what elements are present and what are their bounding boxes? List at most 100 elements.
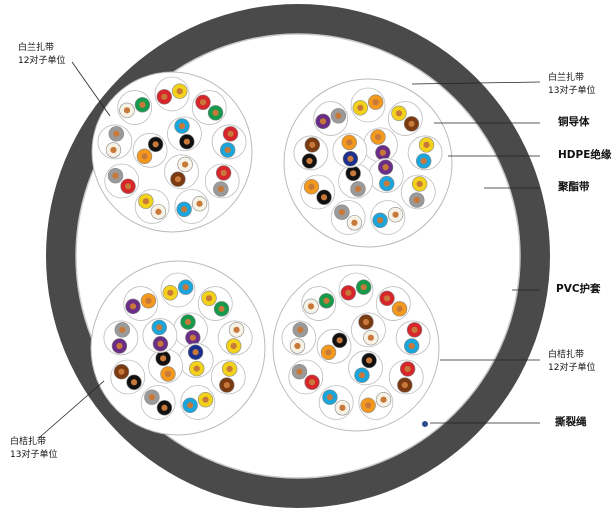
twisted-pair — [110, 359, 146, 395]
twisted-pair — [281, 320, 317, 356]
copper-conductor — [396, 305, 403, 312]
copper-conductor — [401, 381, 408, 389]
twisted-pair — [407, 135, 443, 171]
twisted-pair — [350, 87, 386, 123]
copper-conductor — [167, 289, 174, 296]
copper-conductor — [392, 211, 399, 218]
twisted-pair — [174, 189, 210, 224]
label-br-unit: 12对子单位 — [548, 363, 596, 373]
twisted-pair — [132, 132, 168, 168]
pair-outline — [132, 132, 168, 168]
copper-conductor — [306, 157, 313, 165]
copper-conductor — [382, 164, 389, 171]
copper-conductor — [118, 368, 125, 375]
label-tr-unit: 13对子单位 — [548, 86, 596, 96]
copper-conductor — [145, 297, 152, 304]
copper-conductor — [354, 185, 362, 193]
bundle-top-left — [91, 71, 253, 233]
copper-conductor — [377, 217, 384, 224]
label-tr-name: 白兰扎带 — [548, 73, 585, 83]
copper-conductor — [326, 394, 333, 401]
twisted-pair — [387, 101, 423, 136]
copper-conductor — [152, 141, 159, 148]
twisted-pair — [313, 101, 349, 136]
copper-conductor — [142, 198, 149, 205]
twisted-pair — [191, 90, 227, 125]
copper-conductor — [220, 169, 227, 177]
twisted-pair — [301, 286, 337, 321]
copper-conductor — [297, 326, 304, 333]
copper-conductor — [350, 170, 357, 177]
pair-outline — [375, 286, 411, 321]
copper-conductor — [379, 149, 386, 156]
copper-conductor — [227, 130, 234, 137]
copper-conductor — [383, 180, 390, 187]
twisted-pair — [400, 174, 436, 210]
label-copper: 铜导体 — [558, 116, 590, 128]
twisted-pair — [117, 90, 153, 125]
copper-conductor — [404, 365, 411, 373]
copper-conductor — [233, 326, 240, 333]
copper-conductor — [358, 372, 366, 379]
copper-conductor — [362, 318, 370, 326]
pair-outline — [318, 385, 354, 420]
leader-tr — [411, 81, 541, 85]
twisted-pair — [338, 272, 374, 308]
copper-conductor — [129, 303, 137, 310]
label-pvc: PVC护套 — [556, 283, 601, 295]
copper-conductor — [218, 305, 225, 312]
twisted-pair — [300, 174, 336, 210]
copper-conductor — [416, 180, 423, 188]
copper-conductor — [395, 110, 403, 117]
copper-conductor — [296, 368, 303, 375]
copper-conductor — [202, 396, 209, 403]
copper-conductor — [408, 120, 415, 127]
twisted-pair — [332, 133, 368, 168]
pair-outline — [387, 101, 423, 136]
copper-conductor — [223, 381, 230, 389]
twisted-pair — [197, 286, 233, 321]
copper-conductor — [205, 295, 213, 302]
copper-conductor — [224, 146, 231, 154]
twisted-pair — [293, 135, 329, 171]
copper-conductor — [181, 206, 188, 213]
copper-conductor — [160, 355, 167, 362]
label-br-name: 白桔扎带 — [548, 350, 585, 360]
copper-conductor — [156, 324, 163, 331]
twisted-pair — [164, 154, 199, 190]
pair-outline — [332, 133, 368, 168]
copper-conductor — [130, 379, 138, 386]
twisted-pair — [123, 286, 159, 321]
twisted-pair — [288, 359, 324, 395]
copper-conductor — [308, 379, 316, 386]
copper-conductor — [420, 157, 427, 165]
twisted-pair — [388, 359, 424, 395]
copper-conductor — [124, 183, 132, 190]
copper-conductor — [357, 104, 364, 111]
twisted-pair — [358, 385, 394, 420]
twisted-pair — [368, 158, 404, 193]
twisted-pair — [351, 312, 386, 348]
copper-conductor — [196, 200, 203, 207]
pair-outline — [197, 286, 233, 321]
copper-conductor — [323, 297, 330, 304]
copper-conductor — [161, 93, 168, 100]
copper-conductor — [413, 196, 420, 204]
copper-conductor — [230, 342, 237, 350]
copper-conductor — [113, 130, 120, 137]
copper-conductor — [335, 112, 342, 119]
copper-conductor — [325, 349, 332, 356]
copper-conductor — [411, 326, 418, 333]
copper-conductor — [308, 183, 315, 190]
twisted-pair — [210, 359, 246, 395]
twisted-pair — [167, 116, 202, 152]
copper-conductor — [365, 402, 372, 409]
copper-conductor — [360, 284, 367, 291]
copper-conductor — [380, 396, 387, 403]
copper-conductor — [345, 289, 352, 296]
bundle-bottom-right — [272, 264, 440, 432]
twisted-pair — [104, 163, 140, 199]
twisted-pair — [154, 76, 190, 112]
